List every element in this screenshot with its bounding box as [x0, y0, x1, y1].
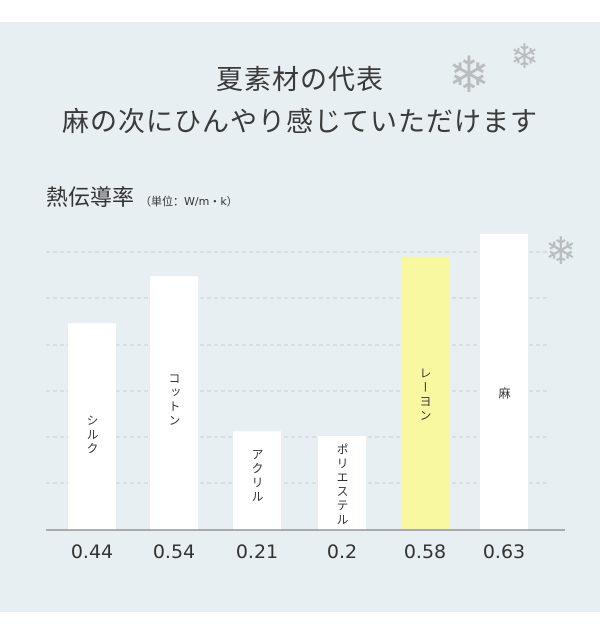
chart-title: 熱伝導率 （単位：W/m・k）	[46, 180, 238, 212]
bar-0	[68, 323, 116, 530]
bar-value-label: 0.58	[403, 541, 447, 563]
bar-category-label: ポリエステル	[335, 443, 349, 527]
chart-title-text: 熱伝導率	[46, 186, 135, 211]
bar-value-label: 0.44	[70, 541, 114, 563]
bar-value-label: 0.2	[326, 541, 358, 563]
snowflake-icon: ❄	[545, 229, 577, 273]
snowflake-icon: ❄	[448, 46, 490, 104]
bar-1	[150, 276, 198, 530]
bar-4	[401, 257, 449, 530]
bar-category-label: アクリル	[250, 448, 264, 505]
bar-value-label: 0.21	[235, 541, 279, 563]
headline-line2: 麻の次にひんやり感じていただけます	[62, 107, 538, 138]
bar-category-label: レーヨン	[418, 367, 432, 424]
bar-5	[480, 233, 528, 530]
bar-3	[318, 436, 366, 530]
bar-value-label: 0.63	[482, 541, 526, 563]
bar-value-label: 0.54	[152, 541, 196, 563]
chart-unit: （単位：W/m・k）	[140, 195, 238, 208]
headline-line1: 夏素材の代表	[216, 65, 384, 96]
bar-2	[233, 431, 281, 530]
bar-category-label: シルク	[85, 414, 99, 457]
bar-category-label: 麻	[497, 386, 511, 401]
snowflake-icon: ❄	[510, 37, 539, 77]
bar-category-label: コットン	[167, 372, 181, 429]
